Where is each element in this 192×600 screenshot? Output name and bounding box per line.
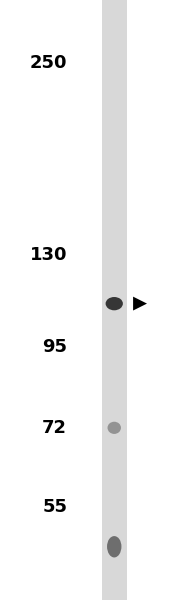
Ellipse shape xyxy=(106,297,123,310)
Ellipse shape xyxy=(108,422,121,434)
Text: 95: 95 xyxy=(42,338,67,356)
Text: 130: 130 xyxy=(30,245,67,263)
Ellipse shape xyxy=(107,536,121,557)
Bar xyxy=(102,0,127,600)
Text: 250: 250 xyxy=(30,54,67,72)
Text: 72: 72 xyxy=(42,419,67,437)
Text: 55: 55 xyxy=(42,497,67,515)
